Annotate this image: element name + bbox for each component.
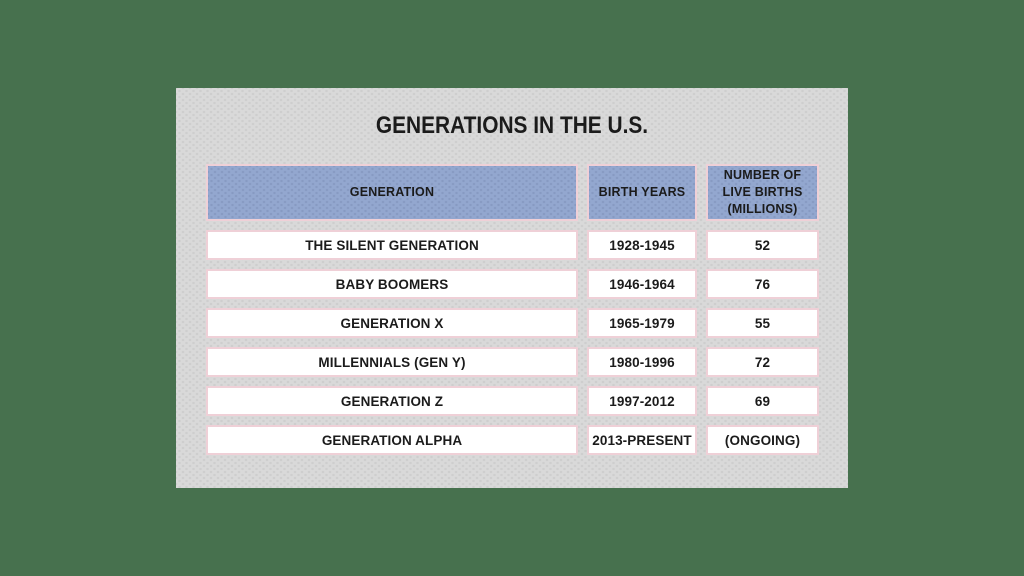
cell-birth-years: 1928-1945	[587, 230, 697, 260]
cell-generation: GENERATION X	[206, 308, 578, 338]
page-title: GENERATIONS IN THE U.S.	[375, 112, 649, 139]
cell-live-births: 52	[706, 230, 819, 260]
cell-live-births: 72	[706, 347, 819, 377]
cell-live-births: (ONGOING)	[706, 425, 819, 455]
cell-generation: THE SILENT GENERATION	[206, 230, 578, 260]
infographic-card: GENERATIONS IN THE U.S. GENERATION BIRTH…	[176, 88, 848, 488]
column-header-generation: GENERATION	[206, 164, 578, 221]
cell-birth-years: 2013-PRESENT	[587, 425, 697, 455]
column-header-live-births: NUMBER OF LIVE BIRTHS (MILLIONS)	[706, 164, 819, 221]
cell-live-births: 69	[706, 386, 819, 416]
cell-birth-years: 1946-1964	[587, 269, 697, 299]
cell-birth-years: 1997-2012	[587, 386, 697, 416]
cell-generation: BABY BOOMERS	[206, 269, 578, 299]
column-header-live-births-label: NUMBER OF LIVE BIRTHS (MILLIONS)	[722, 168, 803, 216]
cell-birth-years: 1965-1979	[587, 308, 697, 338]
cell-live-births: 76	[706, 269, 819, 299]
cell-birth-years: 1980-1996	[587, 347, 697, 377]
cell-generation: MILLENNIALS (GEN Y)	[206, 347, 578, 377]
cell-generation: GENERATION Z	[206, 386, 578, 416]
cell-live-births: 55	[706, 308, 819, 338]
cell-generation: GENERATION ALPHA	[206, 425, 578, 455]
column-header-birth-years: BIRTH YEARS	[587, 164, 697, 221]
generations-table: GENERATION BIRTH YEARS NUMBER OF LIVE BI…	[206, 164, 819, 455]
